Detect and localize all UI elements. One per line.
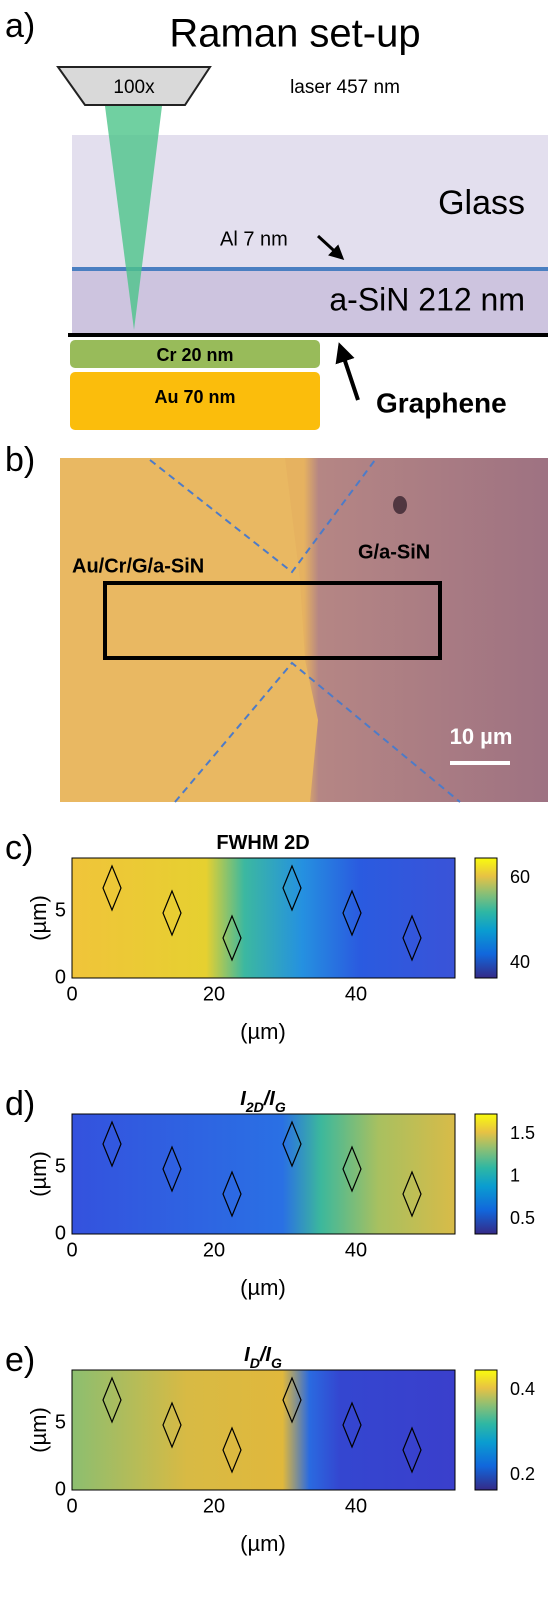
sin-label: a-SiN 212 nm <box>329 281 525 317</box>
x-tick-label: 0 <box>66 983 77 1005</box>
gold-region <box>60 458 318 802</box>
x-tick-label: 0 <box>66 1239 77 1261</box>
colorbar <box>475 1114 497 1234</box>
cr-label: Cr 20 nm <box>156 345 233 365</box>
map-title: I2D/IG <box>240 1088 286 1114</box>
y-axis-label: (µm) <box>26 895 51 941</box>
map-title: ID/IG <box>244 1344 282 1370</box>
figure: a) Raman set-up 100x laser 457 nm Glass … <box>0 0 560 1601</box>
arrow <box>340 346 358 400</box>
colorbar-tick-label: 60 <box>510 867 530 887</box>
y-tick-label: 5 <box>55 1412 66 1434</box>
colorbar-tick-label: 0.2 <box>510 1464 535 1484</box>
x-tick-label: 20 <box>203 1495 225 1517</box>
region-label: G/a-SiN <box>358 541 430 563</box>
particle <box>393 496 407 514</box>
x-tick-label: 0 <box>66 1495 77 1517</box>
title-part: G <box>275 1099 286 1115</box>
contour-map <box>72 1114 455 1234</box>
y-tick-label: 0 <box>55 1222 66 1244</box>
colorbar-tick-label: 0.5 <box>510 1208 535 1228</box>
x-axis-label: (µm) <box>240 1531 286 1556</box>
title-part: /I <box>263 1088 276 1110</box>
title-part: D <box>250 1355 260 1371</box>
panel-label: d) <box>5 1085 35 1123</box>
title-part: /I <box>259 1344 272 1366</box>
title-part: FWHM 2D <box>216 832 309 854</box>
y-tick-label: 0 <box>55 966 66 988</box>
panel-label: a) <box>5 7 35 45</box>
x-tick-label: 20 <box>203 1239 225 1261</box>
panel-label: c) <box>5 829 33 867</box>
contour-map <box>72 858 455 978</box>
x-tick-label: 40 <box>345 1495 367 1517</box>
colorbar-tick-label: 40 <box>510 952 530 972</box>
colorbar <box>475 1370 497 1490</box>
scale-label: 10 µm <box>450 724 513 749</box>
colorbar-tick-label: 1.5 <box>510 1123 535 1143</box>
au-label: Au 70 nm <box>154 387 235 407</box>
laser-label: laser 457 nm <box>290 77 400 98</box>
y-tick-label: 5 <box>55 1156 66 1178</box>
x-axis-label: (µm) <box>240 1275 286 1300</box>
panel-label: b) <box>5 441 35 479</box>
x-tick-label: 40 <box>345 1239 367 1261</box>
x-tick-label: 40 <box>345 983 367 1005</box>
y-tick-label: 0 <box>55 1478 66 1500</box>
objective-label: 100x <box>113 77 155 98</box>
al-label: Al 7 nm <box>220 228 288 250</box>
map-title: FWHM 2D <box>216 832 309 854</box>
contour-map <box>72 1370 455 1490</box>
y-tick-label: 5 <box>55 900 66 922</box>
y-axis-label: (µm) <box>26 1151 51 1197</box>
colorbar-tick-label: 1 <box>510 1165 520 1185</box>
graphene-label: Graphene <box>376 387 507 418</box>
panel-title: Raman set-up <box>169 12 420 56</box>
y-axis-label: (µm) <box>26 1407 51 1453</box>
region-label: Au/Cr/G/a-SiN <box>72 555 204 577</box>
panel-label: e) <box>5 1341 35 1379</box>
colorbar-tick-label: 0.4 <box>510 1379 535 1399</box>
title-part: 2D <box>245 1099 264 1115</box>
title-part: G <box>271 1355 282 1371</box>
x-tick-label: 20 <box>203 983 225 1005</box>
x-axis-label: (µm) <box>240 1019 286 1044</box>
colorbar <box>475 858 497 978</box>
glass-label: Glass <box>438 184 525 222</box>
